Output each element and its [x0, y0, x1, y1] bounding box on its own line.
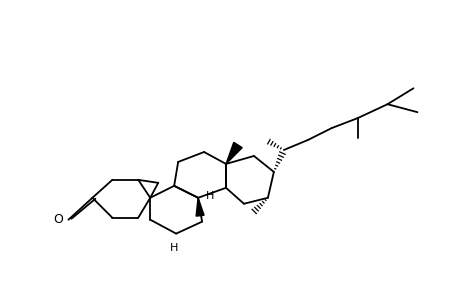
Text: H: H [206, 191, 214, 201]
Polygon shape [225, 142, 242, 164]
Text: H: H [170, 242, 178, 253]
Text: O: O [53, 213, 63, 226]
Polygon shape [196, 198, 204, 216]
